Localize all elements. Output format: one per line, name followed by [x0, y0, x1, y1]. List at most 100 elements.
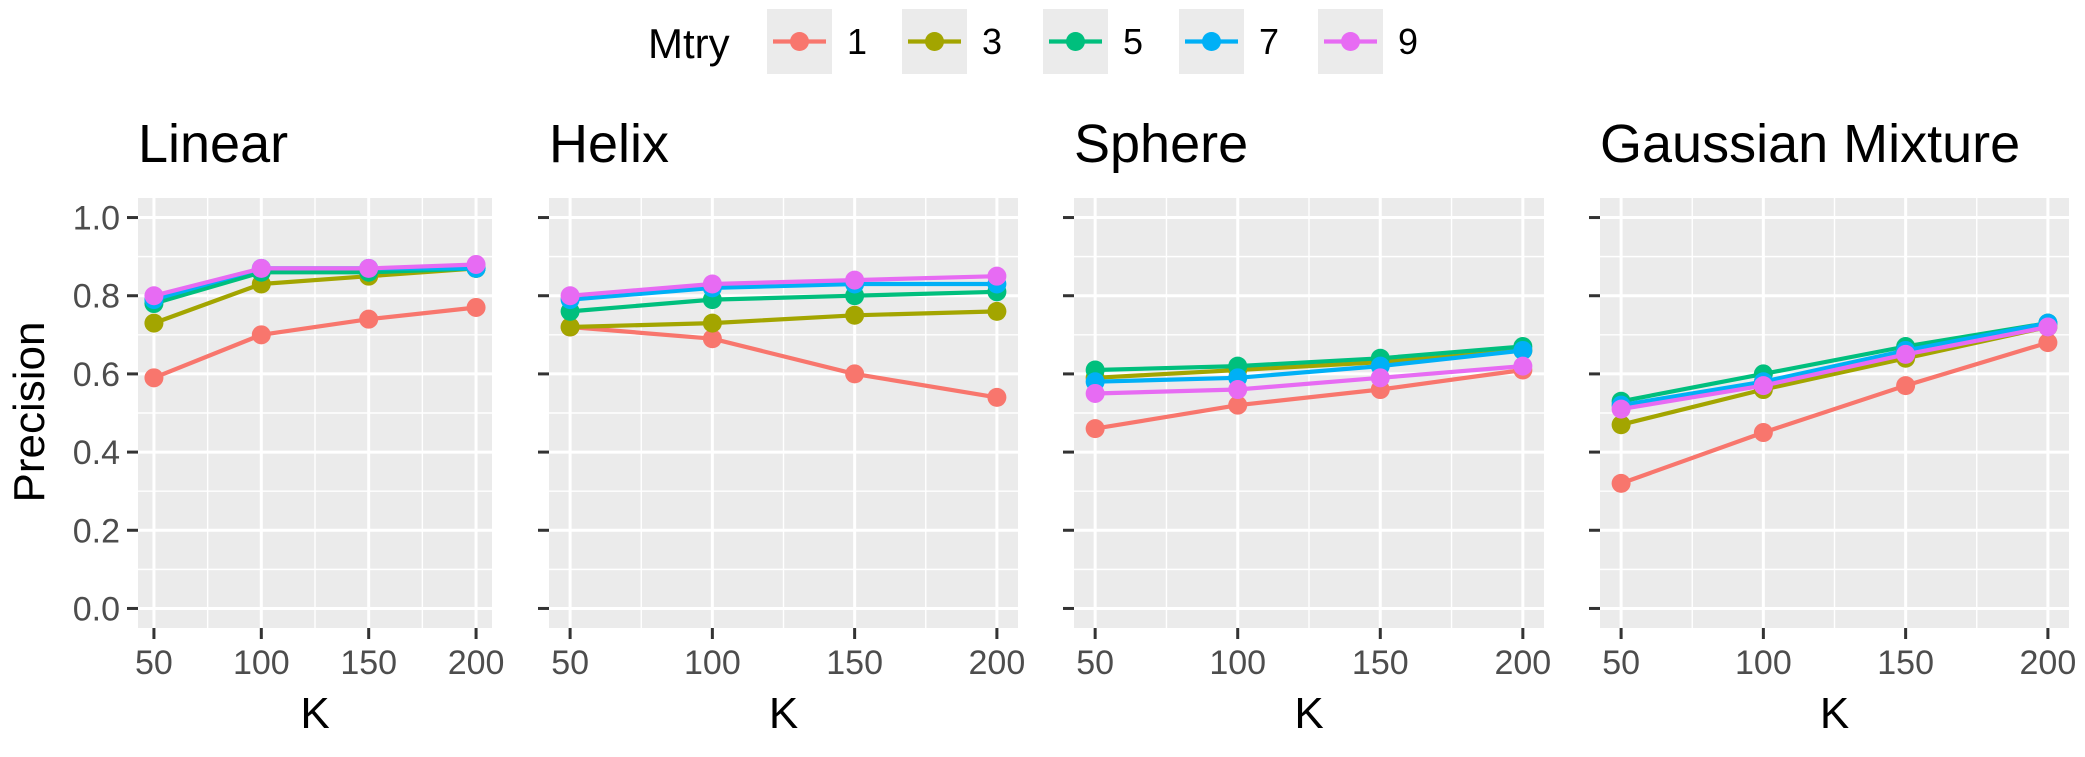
data-point: [845, 305, 865, 325]
series-mtry-3: [560, 301, 1007, 337]
x-tick-label: 100: [1209, 644, 1266, 682]
series-mtry-9: [144, 254, 486, 306]
panel-gaussian-mixture: Gaussian Mixture 50 100 150 200 K: [1589, 114, 2076, 738]
x-tick-label: 200: [2020, 644, 2077, 682]
x-tick-label: 150: [1352, 644, 1409, 682]
legend-key-point: [1341, 32, 1360, 51]
x-tick-label: 150: [340, 644, 397, 682]
data-point: [144, 313, 164, 333]
data-point: [702, 274, 722, 294]
legend-label: 7: [1259, 21, 1279, 62]
data-point: [560, 317, 580, 337]
x-tick-label: 200: [1494, 644, 1551, 682]
legend-key-point: [925, 32, 944, 51]
data-point: [144, 368, 164, 388]
panel-title: Sphere: [1074, 114, 1248, 174]
data-point: [702, 313, 722, 333]
x-tick-label: 50: [1076, 644, 1114, 682]
series-line: [1620, 324, 2049, 412]
x-axis-title: K: [1294, 689, 1323, 738]
data-point: [1513, 340, 1533, 360]
y-tick-label: 0.0: [73, 590, 120, 628]
y-tick-label: 0.8: [73, 278, 120, 316]
panel-title: Linear: [138, 114, 288, 174]
legend-item-9: 9: [1318, 9, 1418, 74]
x-axis-title: K: [769, 689, 798, 738]
legend-item-3: 3: [902, 9, 1002, 74]
panel-title: Helix: [549, 114, 669, 174]
legend-title: Mtry: [648, 20, 730, 67]
series-line: [1620, 340, 2049, 486]
data-point: [1753, 423, 1773, 443]
legend-key-point: [790, 32, 809, 51]
x-tick-label: 200: [448, 644, 505, 682]
data-point: [144, 286, 164, 306]
x-tick-label: 200: [969, 644, 1026, 682]
data-point: [466, 254, 486, 274]
panel-helix: Helix 50 100 150 200 K: [538, 114, 1025, 738]
data-point: [987, 301, 1007, 321]
series-line: [569, 289, 997, 314]
legend-key-point: [1066, 32, 1085, 51]
data-point: [702, 329, 722, 349]
series-mtry-1: [144, 297, 486, 388]
legend-item-7: 7: [1179, 9, 1279, 74]
y-tick-label: 0.4: [73, 434, 120, 472]
series-mtry-9: [1611, 317, 2058, 419]
series-mtry-9: [1085, 356, 1533, 403]
legend-label: 5: [1123, 21, 1143, 62]
data-point: [1085, 383, 1105, 403]
panel-sphere: Sphere 50 100 150 200 K: [1063, 114, 1551, 738]
data-point: [251, 325, 271, 345]
x-tick-label: 100: [1735, 644, 1792, 682]
data-point: [359, 258, 379, 278]
series-line: [569, 274, 997, 298]
data-point: [1611, 473, 1631, 493]
data-point: [1228, 395, 1248, 415]
y-axis-title: Precision: [5, 322, 54, 503]
legend-label: 9: [1398, 21, 1418, 62]
panel-linear: Linear 0.0 0.2 0.4 0.6 0.8 1.0 50 100 150 200 K: [73, 114, 505, 738]
series-line: [569, 281, 997, 302]
data-point: [2038, 333, 2058, 353]
series-mtry-9: [560, 266, 1007, 306]
x-tick-label: 50: [551, 644, 589, 682]
data-point: [251, 258, 271, 278]
y-tick-label: 0.2: [73, 512, 120, 550]
data-point: [560, 286, 580, 306]
legend-item-1: 1: [767, 9, 867, 74]
series-line: [153, 262, 477, 298]
series-line: [1095, 344, 1523, 373]
y-tick-label: 0.6: [73, 356, 120, 394]
data-point: [987, 387, 1007, 407]
series-line: [1095, 348, 1524, 384]
legend-label: 3: [982, 21, 1002, 62]
x-tick-label: 100: [233, 644, 290, 682]
series-line: [153, 305, 477, 380]
panel-title: Gaussian Mixture: [1600, 114, 2020, 174]
x-axis-title: K: [300, 689, 329, 738]
series-line: [1094, 367, 1524, 431]
data-point: [466, 297, 486, 317]
data-point: [1085, 419, 1105, 439]
x-tick-label: 100: [684, 644, 741, 682]
data-point: [359, 309, 379, 329]
series-line: [1620, 321, 2049, 408]
x-tick-label: 150: [826, 644, 883, 682]
series-line: [570, 309, 997, 330]
data-point: [1896, 376, 1916, 396]
data-point: [987, 266, 1007, 286]
data-point: [1896, 344, 1916, 364]
data-point: [1370, 368, 1390, 388]
data-point: [845, 364, 865, 384]
legend-label: 1: [847, 21, 867, 62]
legend-key-point: [1202, 32, 1221, 51]
series-line: [569, 324, 998, 400]
x-tick-label: 50: [135, 644, 173, 682]
x-tick-label: 50: [1602, 644, 1640, 682]
data-point: [1611, 415, 1631, 435]
y-tick-label: 1.0: [73, 200, 120, 238]
legend: Mtry 1 3 5 7 9: [648, 9, 1418, 74]
